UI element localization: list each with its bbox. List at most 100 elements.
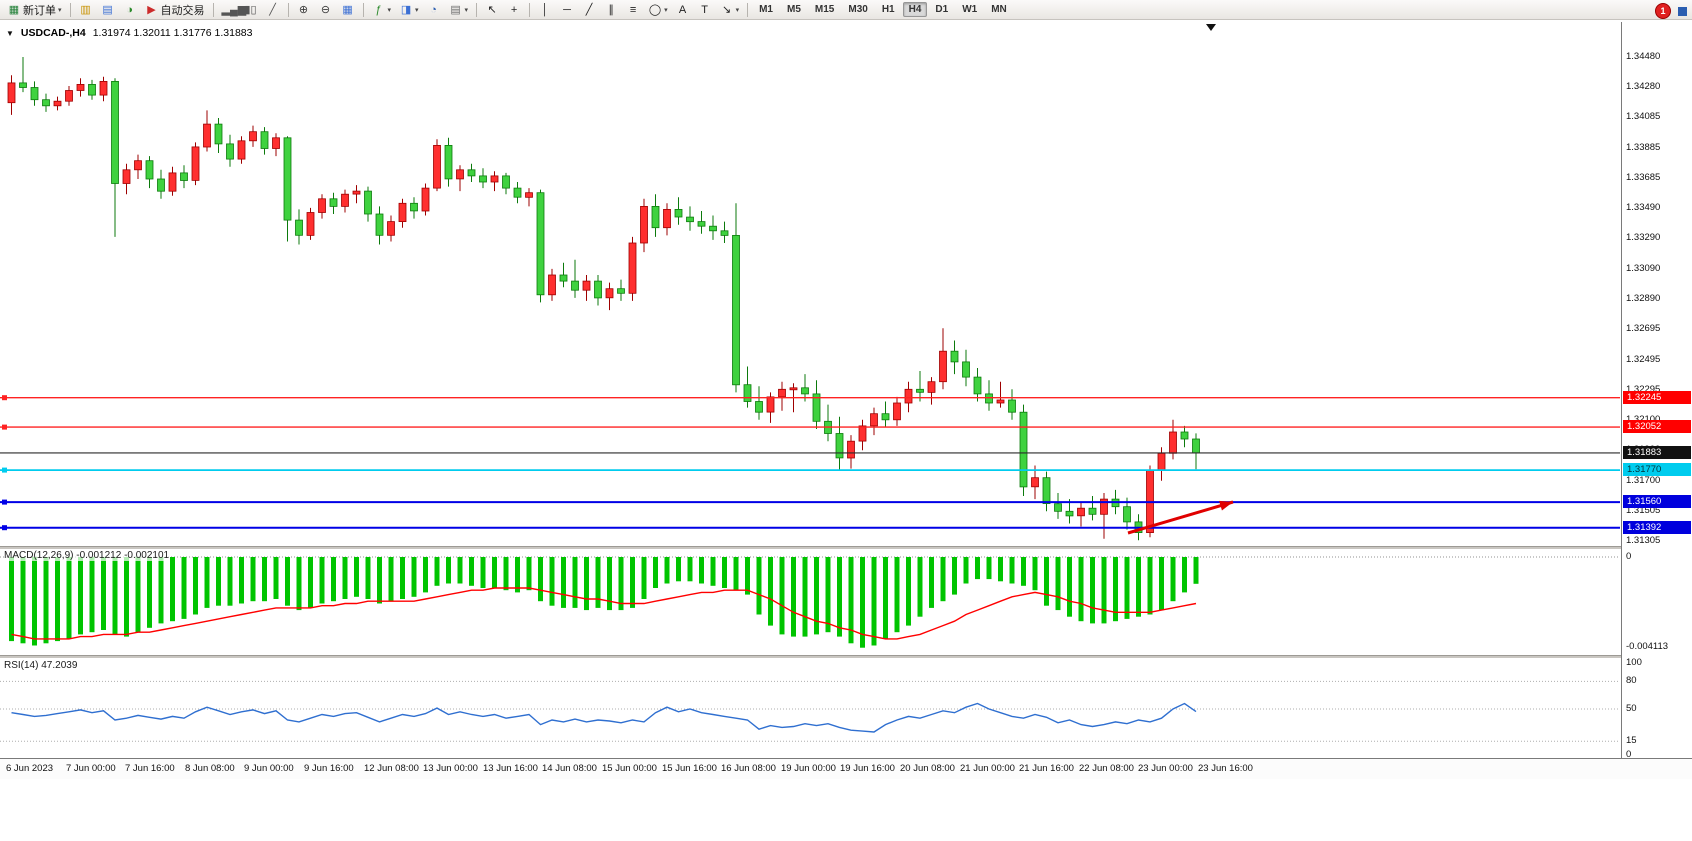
price-tick: 1.31305 <box>1626 535 1661 546</box>
rsi-line <box>11 702 1197 733</box>
templates-button[interactable]: ▤ ▾ <box>446 1 472 19</box>
time-label: 15 Jun 16:00 <box>662 763 717 774</box>
macd-signal-line <box>11 587 1197 640</box>
candlestick-icon: ▮▯ <box>244 3 257 16</box>
toolbar-separator <box>362 2 364 17</box>
timeframe-m15[interactable]: M15 <box>814 4 835 15</box>
timeframe-h1[interactable]: H1 <box>881 4 895 15</box>
time-label: 9 Jun 00:00 <box>244 763 294 774</box>
objects-button[interactable]: ◨ ▾ <box>396 1 422 19</box>
time-label: 23 Jun 16:00 <box>1198 763 1253 774</box>
trendline-button[interactable]: ╱ <box>579 1 599 19</box>
crosshair-button[interactable]: + <box>504 1 524 19</box>
toolbar-separator <box>476 2 478 17</box>
objects-icon: ◨ <box>400 3 412 16</box>
time-label: 12 Jun 08:00 <box>364 763 419 774</box>
text-button[interactable]: A <box>673 1 693 19</box>
autotrade-button[interactable]: ▶ 自动交易 <box>142 1 208 19</box>
new-chart-button[interactable]: ▥ <box>76 1 96 19</box>
time-axis[interactable]: 6 Jun 2023 7 Jun 00:00 7 Jun 16:00 8 Jun 08… <box>0 758 1692 779</box>
dropdown-caret-icon: ▾ <box>735 6 740 14</box>
timeframe-mn[interactable]: MN <box>991 4 1007 15</box>
template-icon: ▤ <box>450 3 461 16</box>
bar-chart-button[interactable]: ▂▄▆ <box>219 1 247 19</box>
vline-button[interactable]: │ <box>535 1 555 19</box>
bar-chart-icon: ▂▄▆ <box>221 3 247 16</box>
support-line-blue-1-handle[interactable] <box>2 499 7 505</box>
price-tag-1.32052: 1.32052 <box>1623 420 1691 433</box>
tile-windows-icon: ▦ <box>342 3 353 16</box>
rsi-axis-tick: 0 <box>1626 749 1632 760</box>
resistance-line-1-handle[interactable] <box>2 395 7 401</box>
time-label: 8 Jun 08:00 <box>185 763 235 774</box>
rsi-chart[interactable] <box>0 658 1621 758</box>
time-label: 6 Jun 2023 <box>6 763 54 774</box>
timeframe-m1[interactable]: M1 <box>759 4 773 15</box>
refresh-button[interactable]: ◑ <box>120 1 140 19</box>
price-tick: 1.32100 <box>1626 415 1660 425</box>
price-tick: 1.33290 <box>1626 232 1661 243</box>
zoom-out-button[interactable]: ⊖ <box>316 1 336 19</box>
price-axis[interactable]: 1.34480 1.34280 1.34085 1.33885 1.33685 1.334… <box>1621 22 1692 760</box>
label-button[interactable]: T <box>695 1 715 19</box>
price-tick: 1.34280 <box>1626 81 1661 92</box>
line-chart-button[interactable]: ╱ <box>263 1 283 19</box>
cursor-button[interactable]: ↖ <box>482 1 502 19</box>
period-button[interactable]: ◔ <box>424 1 444 19</box>
crosshair-icon: + <box>510 3 518 16</box>
dropdown-caret-icon: ▾ <box>464 6 469 14</box>
timeframe-m5[interactable]: M5 <box>787 4 801 15</box>
fibonacci-button[interactable]: ≡ <box>623 1 643 19</box>
shapes-button[interactable]: ◯ ▾ <box>645 1 671 19</box>
price-tick: 1.33090 <box>1626 263 1661 274</box>
support-line-cyan-handle[interactable] <box>2 467 7 473</box>
timeframe-w1[interactable]: W1 <box>962 4 978 15</box>
autotrade-icon: ▶ <box>147 3 156 16</box>
trend-arrow[interactable] <box>1127 500 1234 535</box>
window-corner-icon[interactable] <box>1678 6 1687 16</box>
hline-button[interactable]: ─ <box>557 1 577 19</box>
text-icon: A <box>678 3 687 16</box>
new-order-button[interactable]: ▦ 新订单 ▾ <box>4 1 65 19</box>
indicators-button[interactable]: ƒ ▾ <box>369 1 395 19</box>
chart-shift-marker[interactable] <box>1206 24 1216 31</box>
timeframe-m30[interactable]: M30 <box>848 4 868 15</box>
macd-histogram <box>9 557 1199 648</box>
toolbar-separator <box>212 2 214 17</box>
profiles-button[interactable]: ▤ <box>98 1 118 19</box>
price-tag-1.31560: 1.31560 <box>1623 495 1691 508</box>
tile-windows-button[interactable]: ▦ <box>338 1 358 19</box>
chart-title: ▼ USDCAD-,H4 1.31974 1.32011 1.31776 1.3… <box>6 27 252 39</box>
time-label: 21 Jun 00:00 <box>960 763 1015 774</box>
resistance-line-2-handle[interactable] <box>2 424 7 430</box>
price-tick: 1.33885 <box>1626 142 1661 153</box>
price-tick: 1.32695 <box>1626 323 1661 334</box>
macd-chart[interactable] <box>0 548 1621 655</box>
candlestick-button[interactable]: ▮▯ <box>241 1 261 19</box>
timeframe-h4[interactable]: H4 <box>902 2 928 17</box>
line-chart-icon: ╱ <box>269 3 276 16</box>
main-price-chart[interactable] <box>0 22 1621 546</box>
price-tick: 1.34085 <box>1626 111 1661 122</box>
zoom-in-button[interactable]: ⊕ <box>294 1 314 19</box>
window-menu-icon[interactable]: ▼ <box>6 28 14 38</box>
ellipse-icon: ◯ <box>648 3 662 16</box>
rsi-panel-splitter[interactable] <box>0 655 1692 658</box>
arrow-icon: ↘ <box>721 3 732 16</box>
channel-button[interactable]: ∥ <box>601 1 621 19</box>
price-tick: 1.34480 <box>1626 51 1661 62</box>
price-tag-1.31770: 1.31770 <box>1623 463 1691 476</box>
main-toolbar: ▦ 新订单 ▾ ▥ ▤ ◑ ▶ 自动交易 ▂▄▆ ▮▯ ╱ ⊕ ⊖ ▦ ƒ ▾ ◨ ▾ ◔ ▤ ▾ ↖ + │ ─ ╱ ∥ ≡ ◯ ▾ A T… <box>0 0 1692 20</box>
price-tag-1.31883: 1.31883 <box>1623 446 1691 459</box>
toolbar-separator <box>529 2 531 17</box>
dropdown-caret-icon: ▾ <box>415 6 419 14</box>
price-tick: 1.32890 <box>1626 293 1661 304</box>
macd-panel-splitter[interactable] <box>0 546 1692 549</box>
dropdown-caret-icon: ▾ <box>58 6 62 14</box>
support-line-blue-2-handle[interactable] <box>2 525 7 531</box>
time-label: 9 Jun 16:00 <box>304 763 354 774</box>
arrows-button[interactable]: ↘ ▾ <box>717 1 743 19</box>
notification-badge[interactable]: 1 <box>1655 3 1671 19</box>
timeframe-d1[interactable]: D1 <box>935 4 949 15</box>
